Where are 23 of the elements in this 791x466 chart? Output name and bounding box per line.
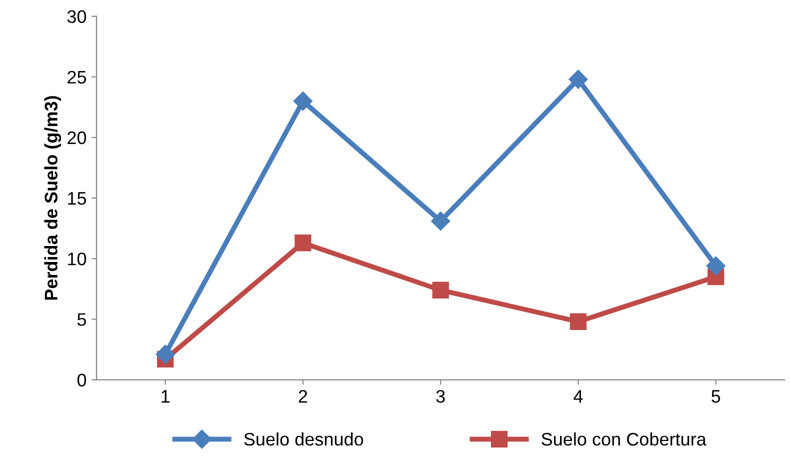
x-tick-label: 3 (436, 390, 445, 403)
x-tick-label: 5 (712, 390, 720, 403)
y-tick-label: 5 (77, 313, 86, 326)
x-tick-label: 4 (574, 390, 583, 403)
y-tick-label: 20 (68, 131, 86, 144)
x-tick-label: 2 (298, 390, 308, 403)
point (568, 70, 588, 89)
point (431, 212, 450, 231)
y-axis-title: Perdida de Suelo (g/m3) (44, 96, 62, 300)
y-tick-label: 15 (68, 192, 86, 205)
x-tick-label: 1 (162, 390, 170, 403)
point (706, 256, 726, 276)
y-tick-label: 25 (68, 70, 86, 84)
point (156, 344, 175, 364)
legend-label: Suelo desnudo (244, 432, 364, 446)
y-tick-label: 10 (68, 252, 86, 266)
point (432, 282, 449, 298)
point (293, 92, 312, 111)
point (570, 313, 587, 330)
legend-label: Suelo con Cobertura (542, 432, 706, 446)
point (294, 234, 312, 252)
y-tick-label: 0 (77, 374, 86, 387)
y-tick-label: 30 (67, 10, 86, 24)
